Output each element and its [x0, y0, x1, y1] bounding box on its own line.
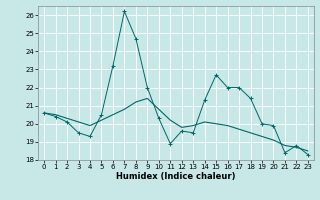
X-axis label: Humidex (Indice chaleur): Humidex (Indice chaleur) [116, 172, 236, 181]
